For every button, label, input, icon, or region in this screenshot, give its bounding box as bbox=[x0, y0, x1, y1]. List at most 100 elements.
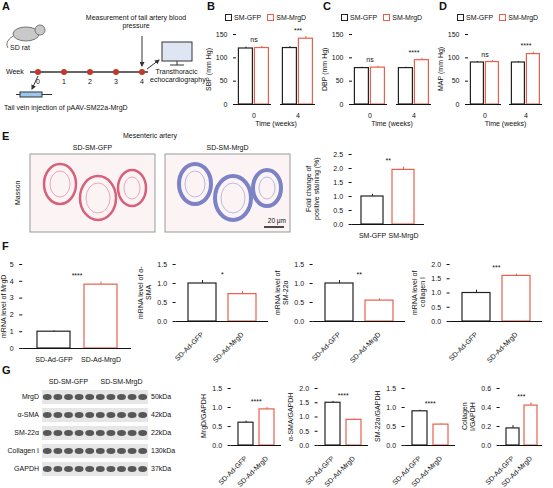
svg-text:4: 4 bbox=[296, 112, 300, 119]
svg-text:SD-Ad-MrgD: SD-Ad-MrgD bbox=[323, 455, 357, 488]
svg-text:4: 4 bbox=[524, 112, 528, 119]
svg-text:****: **** bbox=[251, 398, 262, 405]
svg-text:0.5: 0.5 bbox=[333, 207, 343, 214]
svg-text:SD-Ad-MrgD: SD-Ad-MrgD bbox=[500, 455, 534, 488]
svg-text:0.6: 0.6 bbox=[481, 385, 491, 392]
svg-text:0.0: 0.0 bbox=[212, 442, 222, 449]
svg-text:1.5: 1.5 bbox=[386, 385, 396, 392]
svg-text:****: **** bbox=[409, 49, 420, 56]
svg-text:2.5: 2.5 bbox=[333, 151, 343, 158]
svg-text:1.5: 1.5 bbox=[299, 399, 309, 406]
svg-text:0: 0 bbox=[10, 345, 14, 352]
svg-text:ns: ns bbox=[481, 51, 489, 58]
svg-text:ns: ns bbox=[250, 36, 258, 43]
svg-text:0.0: 0.0 bbox=[157, 318, 167, 325]
svg-text:SD-Ad-GFP: SD-Ad-GFP bbox=[310, 330, 342, 362]
svg-text:0: 0 bbox=[340, 101, 344, 108]
svg-text:0: 0 bbox=[368, 112, 372, 119]
svg-text:0.5: 0.5 bbox=[294, 299, 304, 306]
svg-text:0: 0 bbox=[456, 101, 460, 108]
svg-text:SM-MrgD: SM-MrgD bbox=[389, 232, 419, 240]
svg-text:1.0: 1.0 bbox=[299, 413, 309, 420]
svg-text:1.0: 1.0 bbox=[333, 193, 343, 200]
svg-text:Time (weeks): Time (weeks) bbox=[485, 120, 527, 128]
svg-text:SD-Ad-GFP: SD-Ad-GFP bbox=[483, 454, 516, 486]
svg-text:1.5: 1.5 bbox=[157, 261, 167, 268]
svg-text:SD-Ad-MrgD: SD-Ad-MrgD bbox=[236, 455, 270, 488]
svg-text:1.5: 1.5 bbox=[333, 179, 343, 186]
svg-text:50: 50 bbox=[452, 77, 460, 84]
svg-text:SD-Ad-MrgD: SD-Ad-MrgD bbox=[410, 455, 444, 488]
svg-text:0.5: 0.5 bbox=[157, 299, 167, 306]
svg-text:0.0: 0.0 bbox=[431, 318, 441, 325]
svg-text:0.5: 0.5 bbox=[212, 423, 222, 430]
svg-text:4: 4 bbox=[412, 112, 416, 119]
svg-text:100: 100 bbox=[332, 54, 344, 61]
svg-text:1.5: 1.5 bbox=[212, 385, 222, 392]
svg-text:0.5: 0.5 bbox=[431, 303, 441, 310]
svg-text:0.0: 0.0 bbox=[333, 221, 343, 228]
svg-text:3: 3 bbox=[10, 294, 14, 301]
html-text:Transthoracic echocardiography: Transthoracic echocardiography bbox=[150, 68, 206, 83]
svg-text:150: 150 bbox=[332, 31, 344, 38]
svg-text:SM-GFP: SM-GFP bbox=[359, 232, 387, 239]
svg-text:0.0: 0.0 bbox=[386, 442, 396, 449]
svg-text:****: **** bbox=[72, 272, 83, 279]
svg-text:1.0: 1.0 bbox=[386, 404, 396, 411]
svg-text:Time (weeks): Time (weeks) bbox=[255, 120, 297, 128]
svg-text:50: 50 bbox=[220, 77, 228, 84]
svg-text:0: 0 bbox=[483, 112, 487, 119]
svg-text:****: **** bbox=[521, 42, 532, 49]
svg-text:0: 0 bbox=[252, 112, 256, 119]
svg-text:4: 4 bbox=[10, 278, 14, 285]
svg-text:SD-Ad-MrgD: SD-Ad-MrgD bbox=[81, 356, 121, 364]
svg-text:1: 1 bbox=[10, 328, 14, 335]
svg-text:****: **** bbox=[338, 392, 349, 399]
svg-text:1.0: 1.0 bbox=[431, 289, 441, 296]
svg-text:**: ** bbox=[357, 271, 363, 278]
svg-text:SD-Ad-MrgD: SD-Ad-MrgD bbox=[486, 331, 520, 365]
svg-text:0.0: 0.0 bbox=[294, 318, 304, 325]
svg-text:SD-Ad-GFP: SD-Ad-GFP bbox=[35, 356, 73, 363]
svg-text:SD-Ad-MrgD: SD-Ad-MrgD bbox=[349, 331, 383, 365]
svg-text:2.0: 2.0 bbox=[333, 165, 343, 172]
svg-text:100: 100 bbox=[216, 54, 228, 61]
svg-text:0.4: 0.4 bbox=[481, 404, 491, 411]
svg-text:SD-Ad-GFP: SD-Ad-GFP bbox=[303, 454, 336, 486]
svg-text:5: 5 bbox=[10, 261, 14, 268]
svg-text:SD-Ad-GFP: SD-Ad-GFP bbox=[390, 454, 423, 486]
svg-text:0.2: 0.2 bbox=[481, 423, 491, 430]
svg-text:0.0: 0.0 bbox=[299, 442, 309, 449]
svg-text:2.0: 2.0 bbox=[431, 261, 441, 268]
svg-text:**: ** bbox=[386, 157, 392, 164]
svg-text:Time (weeks): Time (weeks) bbox=[371, 120, 413, 128]
svg-text:SD-Ad-GFP: SD-Ad-GFP bbox=[216, 454, 249, 486]
svg-text:0.5: 0.5 bbox=[386, 423, 396, 430]
svg-text:150: 150 bbox=[216, 31, 228, 38]
svg-text:1.0: 1.0 bbox=[212, 404, 222, 411]
svg-text:ns: ns bbox=[366, 56, 374, 63]
svg-text:100: 100 bbox=[448, 54, 460, 61]
svg-text:***: *** bbox=[517, 393, 525, 400]
svg-text:2.0: 2.0 bbox=[299, 385, 309, 392]
svg-text:SD-Ad-MrgD: SD-Ad-MrgD bbox=[212, 331, 246, 365]
svg-text:SD-Ad-GFP: SD-Ad-GFP bbox=[173, 330, 205, 362]
svg-text:2: 2 bbox=[10, 311, 14, 318]
html-text:mRNA level of α-SMA: mRNA level of α-SMA bbox=[137, 266, 152, 319]
svg-text:0: 0 bbox=[224, 101, 228, 108]
svg-text:150: 150 bbox=[448, 31, 460, 38]
svg-text:1.0: 1.0 bbox=[157, 280, 167, 287]
svg-text:1.5: 1.5 bbox=[294, 261, 304, 268]
html-text:Measurement of tail artery blo: Measurement of tail artery blood pressur… bbox=[85, 14, 187, 29]
svg-text:***: *** bbox=[492, 264, 500, 271]
svg-text:1.0: 1.0 bbox=[294, 280, 304, 287]
svg-text:*: * bbox=[221, 271, 224, 278]
svg-text:****: **** bbox=[425, 400, 436, 407]
svg-text:0.0: 0.0 bbox=[481, 442, 491, 449]
svg-text:***: *** bbox=[294, 27, 302, 34]
svg-text:1.5: 1.5 bbox=[431, 275, 441, 282]
html-text:Fold change of positive staini: Fold change of positive staining (%) bbox=[305, 157, 320, 221]
svg-text:50: 50 bbox=[336, 77, 344, 84]
svg-text:0.5: 0.5 bbox=[299, 427, 309, 434]
svg-text:SD-Ad-GFP: SD-Ad-GFP bbox=[447, 330, 479, 362]
